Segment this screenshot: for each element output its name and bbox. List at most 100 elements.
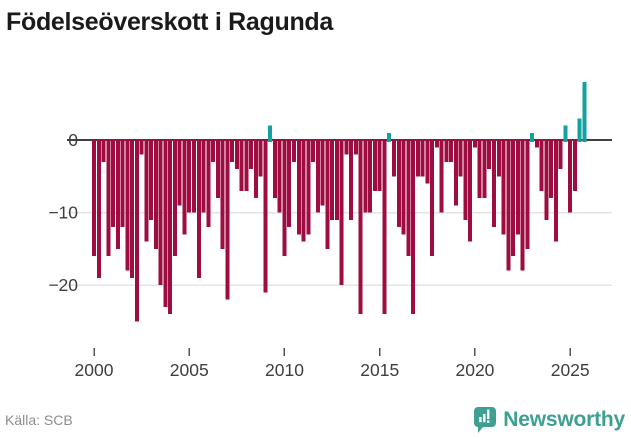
bar-negative (253, 140, 258, 198)
bar-negative (487, 140, 492, 169)
bar-negative (258, 140, 263, 177)
bar-negative (339, 140, 344, 285)
logo-bar-medium (483, 413, 486, 422)
bar-negative (458, 140, 463, 177)
bar-positive (387, 132, 392, 142)
x-axis-tick (283, 348, 286, 356)
x-axis-tick (93, 348, 95, 356)
bar-negative (211, 140, 216, 162)
gridline (67, 211, 612, 214)
bar-negative (92, 140, 96, 256)
bar-negative (344, 140, 349, 155)
bar-negative (506, 140, 511, 271)
bar-negative (130, 140, 135, 278)
bar-negative (534, 140, 539, 148)
bar-negative (453, 140, 458, 206)
bar-negative (496, 140, 501, 177)
bar-negative (144, 140, 149, 242)
bar-negative (101, 140, 106, 162)
bar-negative (296, 140, 301, 235)
bar-positive (577, 118, 582, 142)
bar-negative (363, 140, 368, 213)
bar-negative (282, 140, 287, 256)
bar-negative (415, 140, 420, 177)
x-axis-label: 2015 (360, 360, 399, 380)
x-axis-tick (378, 348, 381, 356)
x-axis-label: 2010 (265, 360, 304, 380)
bar-negative (168, 140, 173, 314)
bar-negative (472, 140, 477, 148)
bar-negative (149, 140, 154, 220)
bar-negative (244, 140, 249, 191)
bar-negative (553, 140, 558, 242)
bar-negative (477, 140, 482, 198)
x-axis-tick (569, 348, 571, 356)
bar-negative (377, 140, 382, 191)
x-axis-label: 2020 (455, 360, 494, 380)
bar-negative (163, 140, 168, 307)
bar-positive (563, 125, 568, 142)
bar-negative (325, 140, 330, 249)
bar-negative (372, 140, 377, 191)
bar-negative (430, 140, 435, 256)
bar-negative (520, 140, 525, 271)
bar-negative (201, 140, 206, 213)
bar-negative (401, 140, 406, 235)
bar-negative (115, 140, 120, 249)
newsworthy-logo-text: Newsworthy (503, 407, 625, 431)
bar-negative (334, 140, 339, 220)
bar-negative (392, 140, 397, 177)
bar-negative (196, 140, 201, 278)
bar-negative (292, 140, 297, 162)
bar-positive (268, 125, 273, 142)
bar-negative (501, 140, 506, 235)
y-axis-label: 0 (68, 130, 78, 150)
bar-negative (120, 140, 125, 227)
bar-negative (515, 140, 520, 235)
bar-negative (311, 140, 316, 162)
bar-negative (106, 140, 111, 256)
zero-axis-line (67, 139, 612, 141)
bar-negative (125, 140, 130, 271)
bar-negative (425, 140, 430, 184)
bar-negative (263, 140, 268, 293)
bar-negative (558, 140, 563, 169)
gridline (67, 284, 612, 286)
bar-negative (382, 140, 387, 314)
bar-negative (439, 140, 444, 213)
bar-negative (272, 140, 277, 198)
bar-negative (358, 140, 363, 314)
bar-negative (249, 140, 254, 169)
bar-negative (177, 140, 182, 206)
bar-negative (411, 140, 416, 314)
chart-canvas: 2000 2005 2010 2015 2020 2025 0 −10 −20 (48, 82, 612, 380)
chart-title: Födelseöverskott i Ragunda (6, 8, 333, 36)
bar-negative (320, 140, 325, 206)
bar-negative (182, 140, 187, 235)
newsworthy-logo-icon (474, 406, 497, 433)
bar-negative (420, 140, 425, 177)
bar-negative (234, 140, 239, 169)
bar-negative (153, 140, 158, 249)
bar-negative (134, 140, 139, 322)
bar-negative (315, 140, 320, 213)
bar-negative (349, 140, 354, 220)
source-label: Källa: SCB (5, 411, 73, 428)
newsworthy-logo[interactable]: Newsworthy (473, 406, 625, 434)
bar-negative (230, 140, 235, 162)
bar-negative (525, 140, 530, 249)
bar-negative (468, 140, 473, 242)
bar-negative (277, 140, 282, 213)
logo-exclamation-dot (487, 419, 490, 423)
y-axis-label: −20 (48, 275, 78, 295)
bar-negative (187, 140, 192, 213)
bar-negative (306, 140, 311, 235)
logo-exclamation-bar (487, 409, 490, 419)
bar-negative (225, 140, 230, 300)
bar-negative (539, 140, 544, 191)
bar-negative (172, 140, 177, 256)
bar-negative (568, 140, 573, 213)
bar-negative (444, 140, 449, 162)
bar-positive (582, 82, 587, 142)
